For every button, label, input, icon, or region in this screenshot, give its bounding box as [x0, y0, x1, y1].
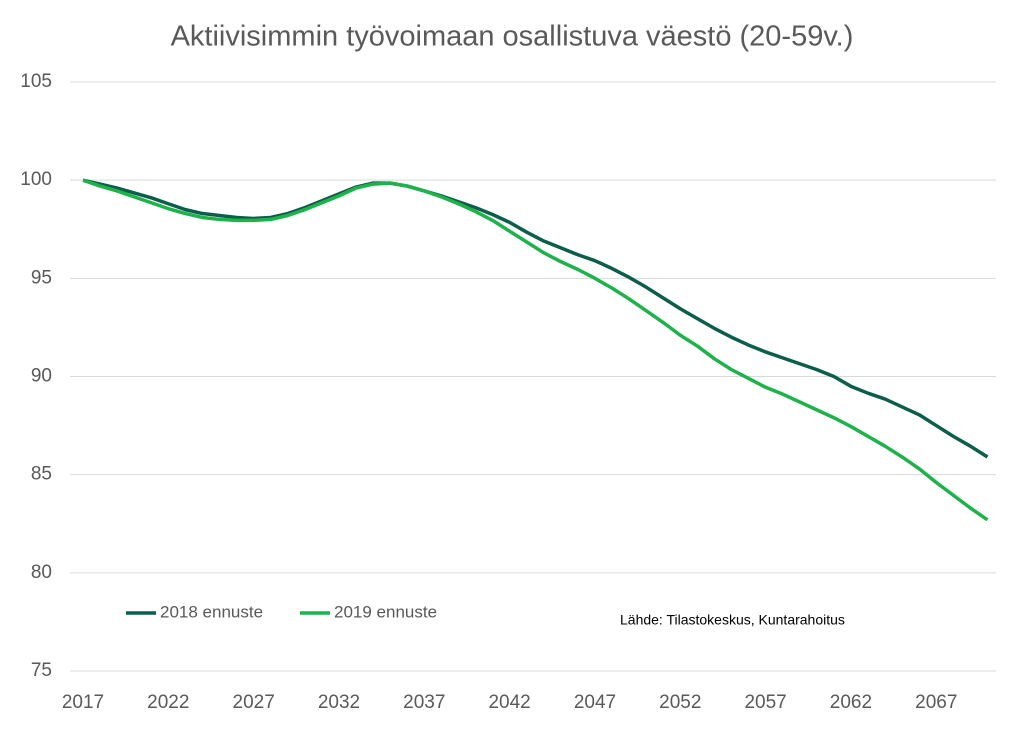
- x-tick-label: 2037: [403, 692, 445, 713]
- x-tick-label: 2067: [915, 692, 957, 713]
- x-tick-label: 2022: [147, 692, 189, 713]
- legend-label: 2018 ennuste: [160, 602, 263, 621]
- y-tick-label: 105: [20, 71, 52, 92]
- x-tick-label: 2047: [574, 692, 616, 713]
- source-note: Lähde: Tilastokeskus, Kuntarahoitus: [620, 612, 845, 628]
- x-tick-label: 2057: [744, 692, 786, 713]
- x-tick-label: 2052: [659, 692, 701, 713]
- y-tick-label: 100: [20, 169, 52, 190]
- y-tick-label: 75: [31, 660, 52, 681]
- x-tick-label: 2042: [488, 692, 530, 713]
- y-tick-label: 80: [31, 562, 52, 583]
- x-tick-label: 2017: [62, 692, 104, 713]
- x-tick-label: 2032: [318, 692, 360, 713]
- series-line: [82, 178, 989, 522]
- y-tick-label: 85: [31, 464, 52, 485]
- y-tick-label: 90: [31, 366, 52, 387]
- y-tick-label: 95: [31, 267, 52, 288]
- series-line: [82, 178, 989, 459]
- legend-label: 2019 ennuste: [334, 602, 437, 621]
- chart-title: Aktiivisimmin työvoimaan osallistuva väe…: [171, 21, 854, 53]
- x-tick-label: 2062: [830, 692, 872, 713]
- x-tick-label: 2027: [233, 692, 275, 713]
